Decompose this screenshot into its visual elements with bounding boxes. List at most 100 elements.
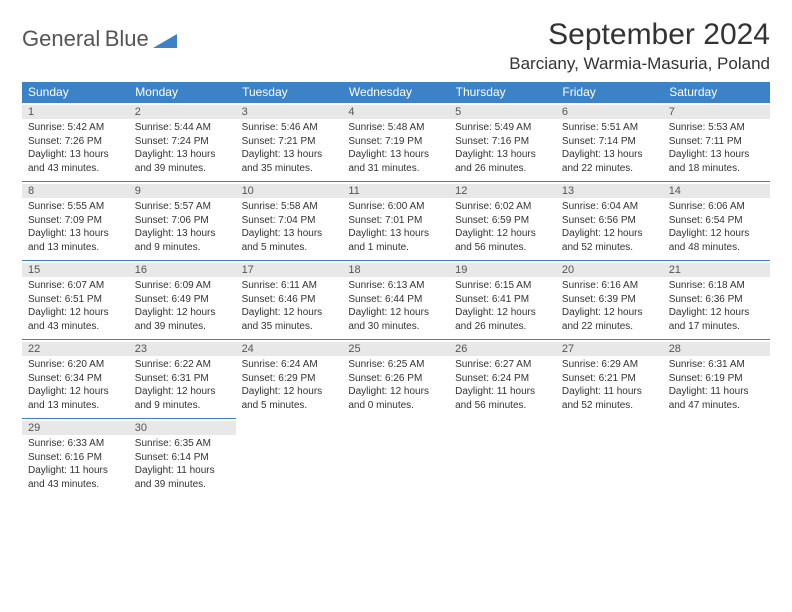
day-info-line: and 5 minutes. <box>242 399 337 413</box>
day-info-line: and 39 minutes. <box>135 320 230 334</box>
day-info-line: Daylight: 12 hours <box>669 227 764 241</box>
day-info-line: Sunrise: 6:00 AM <box>348 200 443 214</box>
calendar-week-row: 8Sunrise: 5:55 AMSunset: 7:09 PMDaylight… <box>22 182 770 261</box>
day-info-line: Daylight: 12 hours <box>28 306 123 320</box>
day-info-line: Sunset: 6:49 PM <box>135 293 230 307</box>
day-number: 1 <box>22 105 129 119</box>
day-info-line: Sunrise: 6:16 AM <box>562 279 657 293</box>
day-info-line: Sunset: 6:39 PM <box>562 293 657 307</box>
day-info-line: Sunrise: 6:20 AM <box>28 358 123 372</box>
day-number: 23 <box>129 342 236 356</box>
day-info-line: Daylight: 12 hours <box>455 227 550 241</box>
day-info-line: Sunset: 7:16 PM <box>455 135 550 149</box>
day-number: 22 <box>22 342 129 356</box>
day-info-line: Sunrise: 5:42 AM <box>28 121 123 135</box>
weekday-header: Sunday <box>22 82 129 103</box>
day-info-line: Daylight: 12 hours <box>242 385 337 399</box>
day-info-line: Daylight: 13 hours <box>455 148 550 162</box>
day-info-line: Sunrise: 6:15 AM <box>455 279 550 293</box>
day-info-line: Sunset: 7:21 PM <box>242 135 337 149</box>
calendar-week-row: 29Sunrise: 6:33 AMSunset: 6:16 PMDayligh… <box>22 419 770 498</box>
calendar-day-cell: 13Sunrise: 6:04 AMSunset: 6:56 PMDayligh… <box>556 182 663 261</box>
day-number: 29 <box>22 421 129 435</box>
day-number: 5 <box>449 105 556 119</box>
calendar-empty-cell <box>663 419 770 498</box>
day-number: 25 <box>342 342 449 356</box>
day-info-line: Sunrise: 5:48 AM <box>348 121 443 135</box>
weekday-header: Wednesday <box>342 82 449 103</box>
day-number: 18 <box>342 263 449 277</box>
calendar-empty-cell <box>236 419 343 498</box>
day-info-line: Sunset: 6:19 PM <box>669 372 764 386</box>
day-info-line: Sunrise: 5:58 AM <box>242 200 337 214</box>
day-info-line: and 30 minutes. <box>348 320 443 334</box>
day-info-line: and 13 minutes. <box>28 399 123 413</box>
day-info-line: and 47 minutes. <box>669 399 764 413</box>
calendar-day-cell: 2Sunrise: 5:44 AMSunset: 7:24 PMDaylight… <box>129 103 236 182</box>
day-number: 9 <box>129 184 236 198</box>
day-info-line: and 35 minutes. <box>242 320 337 334</box>
day-info-line: Daylight: 13 hours <box>348 227 443 241</box>
calendar-empty-cell <box>449 419 556 498</box>
calendar-day-cell: 28Sunrise: 6:31 AMSunset: 6:19 PMDayligh… <box>663 340 770 419</box>
calendar-day-cell: 6Sunrise: 5:51 AMSunset: 7:14 PMDaylight… <box>556 103 663 182</box>
day-number: 3 <box>236 105 343 119</box>
day-info-line: and 56 minutes. <box>455 399 550 413</box>
calendar-day-cell: 12Sunrise: 6:02 AMSunset: 6:59 PMDayligh… <box>449 182 556 261</box>
calendar-day-cell: 21Sunrise: 6:18 AMSunset: 6:36 PMDayligh… <box>663 261 770 340</box>
day-number: 11 <box>342 184 449 198</box>
day-info-line: Daylight: 12 hours <box>242 306 337 320</box>
calendar-table: SundayMondayTuesdayWednesdayThursdayFrid… <box>22 82 770 497</box>
weekday-header: Monday <box>129 82 236 103</box>
weekday-header: Friday <box>556 82 663 103</box>
day-info-line: Sunset: 6:44 PM <box>348 293 443 307</box>
day-info-line: Daylight: 12 hours <box>562 227 657 241</box>
day-info-line: Daylight: 13 hours <box>135 227 230 241</box>
calendar-day-cell: 24Sunrise: 6:24 AMSunset: 6:29 PMDayligh… <box>236 340 343 419</box>
day-number: 17 <box>236 263 343 277</box>
day-info-line: Sunrise: 6:25 AM <box>348 358 443 372</box>
day-info-line: Daylight: 13 hours <box>135 148 230 162</box>
header: General Blue September 2024 Barciany, Wa… <box>22 18 770 74</box>
day-info-line: Daylight: 12 hours <box>455 306 550 320</box>
day-info-line: Sunrise: 5:55 AM <box>28 200 123 214</box>
day-info-line: Sunrise: 6:02 AM <box>455 200 550 214</box>
day-info-line: and 48 minutes. <box>669 241 764 255</box>
calendar-day-cell: 5Sunrise: 5:49 AMSunset: 7:16 PMDaylight… <box>449 103 556 182</box>
day-info-line: Sunset: 6:41 PM <box>455 293 550 307</box>
day-info-line: and 22 minutes. <box>562 320 657 334</box>
calendar-day-cell: 17Sunrise: 6:11 AMSunset: 6:46 PMDayligh… <box>236 261 343 340</box>
brand-logo: General Blue <box>22 26 177 52</box>
day-info-line: Sunset: 7:19 PM <box>348 135 443 149</box>
calendar-day-cell: 27Sunrise: 6:29 AMSunset: 6:21 PMDayligh… <box>556 340 663 419</box>
day-info-line: Sunrise: 6:29 AM <box>562 358 657 372</box>
day-info-line: Daylight: 13 hours <box>28 227 123 241</box>
day-number: 7 <box>663 105 770 119</box>
calendar-day-cell: 7Sunrise: 5:53 AMSunset: 7:11 PMDaylight… <box>663 103 770 182</box>
day-number: 12 <box>449 184 556 198</box>
day-info-line: Sunset: 6:54 PM <box>669 214 764 228</box>
day-info-line: Sunset: 7:04 PM <box>242 214 337 228</box>
day-info-line: Sunset: 6:34 PM <box>28 372 123 386</box>
day-number: 13 <box>556 184 663 198</box>
day-info-line: and 18 minutes. <box>669 162 764 176</box>
day-info-line: Sunset: 7:24 PM <box>135 135 230 149</box>
day-info-line: and 56 minutes. <box>455 241 550 255</box>
day-info-line: Sunset: 6:36 PM <box>669 293 764 307</box>
day-info-line: Daylight: 11 hours <box>28 464 123 478</box>
day-info-line: Sunrise: 6:22 AM <box>135 358 230 372</box>
day-number: 10 <box>236 184 343 198</box>
weekday-header: Saturday <box>663 82 770 103</box>
day-info-line: Daylight: 11 hours <box>135 464 230 478</box>
day-info-line: Daylight: 12 hours <box>562 306 657 320</box>
day-info-line: Daylight: 13 hours <box>242 227 337 241</box>
day-info-line: and 13 minutes. <box>28 241 123 255</box>
day-info-line: and 52 minutes. <box>562 399 657 413</box>
day-info-line: Daylight: 13 hours <box>348 148 443 162</box>
calendar-day-cell: 3Sunrise: 5:46 AMSunset: 7:21 PMDaylight… <box>236 103 343 182</box>
day-number: 20 <box>556 263 663 277</box>
calendar-day-cell: 16Sunrise: 6:09 AMSunset: 6:49 PMDayligh… <box>129 261 236 340</box>
day-info-line: Sunset: 6:16 PM <box>28 451 123 465</box>
day-info-line: Daylight: 12 hours <box>135 385 230 399</box>
day-number: 26 <box>449 342 556 356</box>
